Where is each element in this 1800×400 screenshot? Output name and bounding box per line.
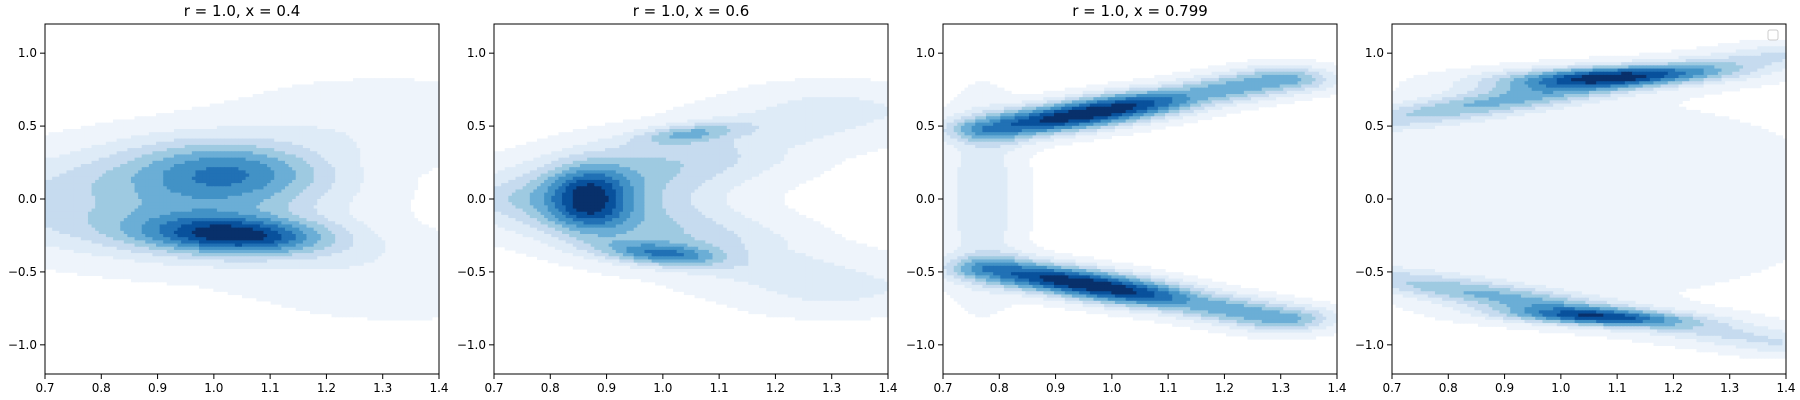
density-cell bbox=[414, 186, 418, 190]
density-field bbox=[45, 78, 440, 320]
density-cell bbox=[410, 196, 414, 200]
subplot-1: 0.7 0.8 0.9 1.0 1.1 1.2 1.3 1.41.00.50.0−0.5−1.… bbox=[8, 2, 449, 395]
density-cell bbox=[421, 170, 425, 174]
density-cell bbox=[418, 174, 422, 178]
density-cell bbox=[428, 167, 432, 171]
density-cell bbox=[425, 170, 429, 174]
density-cell bbox=[432, 164, 436, 168]
